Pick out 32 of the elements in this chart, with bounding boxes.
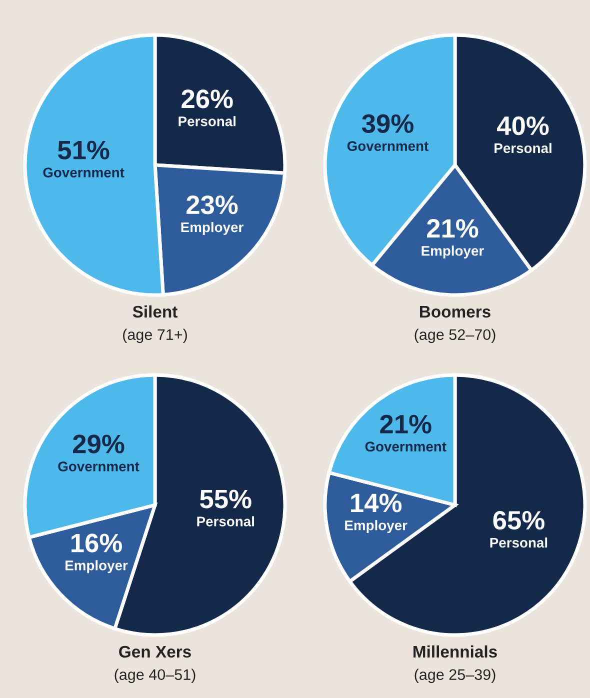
text: Millennials bbox=[414, 645, 497, 658]
slice-label: Employer bbox=[66, 560, 128, 574]
slice-label: Government bbox=[43, 168, 124, 178]
data-label: 51% bbox=[58, 140, 110, 160]
data-label: 14% bbox=[351, 494, 402, 512]
data-label: 16% bbox=[72, 534, 122, 552]
text: Gen Xers bbox=[119, 646, 191, 658]
text: Silent bbox=[132, 305, 178, 318]
text: (age 52–70) bbox=[414, 328, 496, 344]
slice-label: Employer bbox=[181, 222, 244, 235]
slice-label: Government bbox=[365, 442, 446, 452]
data-label: 21% bbox=[426, 219, 478, 238]
text: (age 25–39) bbox=[414, 668, 496, 684]
slice-label: Personal bbox=[490, 537, 548, 548]
data-label: 23% bbox=[186, 195, 238, 214]
data-label: 65% bbox=[493, 510, 544, 530]
slice-label: Personal bbox=[197, 516, 254, 526]
data-label: 29% bbox=[73, 434, 124, 454]
data-label: 21% bbox=[380, 414, 432, 434]
slice-label: Personal bbox=[494, 142, 552, 154]
slice-label: Employer bbox=[422, 246, 484, 259]
slice-label: Government bbox=[347, 141, 428, 151]
text: (age 71+) bbox=[123, 328, 187, 344]
slice-label: Government bbox=[58, 462, 140, 472]
text: (age 40–51) bbox=[114, 668, 196, 684]
data-label: 39% bbox=[362, 114, 414, 133]
data-label: 40% bbox=[496, 116, 549, 136]
slice-label: Personal bbox=[178, 116, 236, 126]
text: Boomers bbox=[420, 306, 490, 318]
data-label: 26% bbox=[182, 90, 233, 108]
data-label: 55% bbox=[200, 490, 252, 508]
slice-label: Employer bbox=[345, 520, 408, 534]
